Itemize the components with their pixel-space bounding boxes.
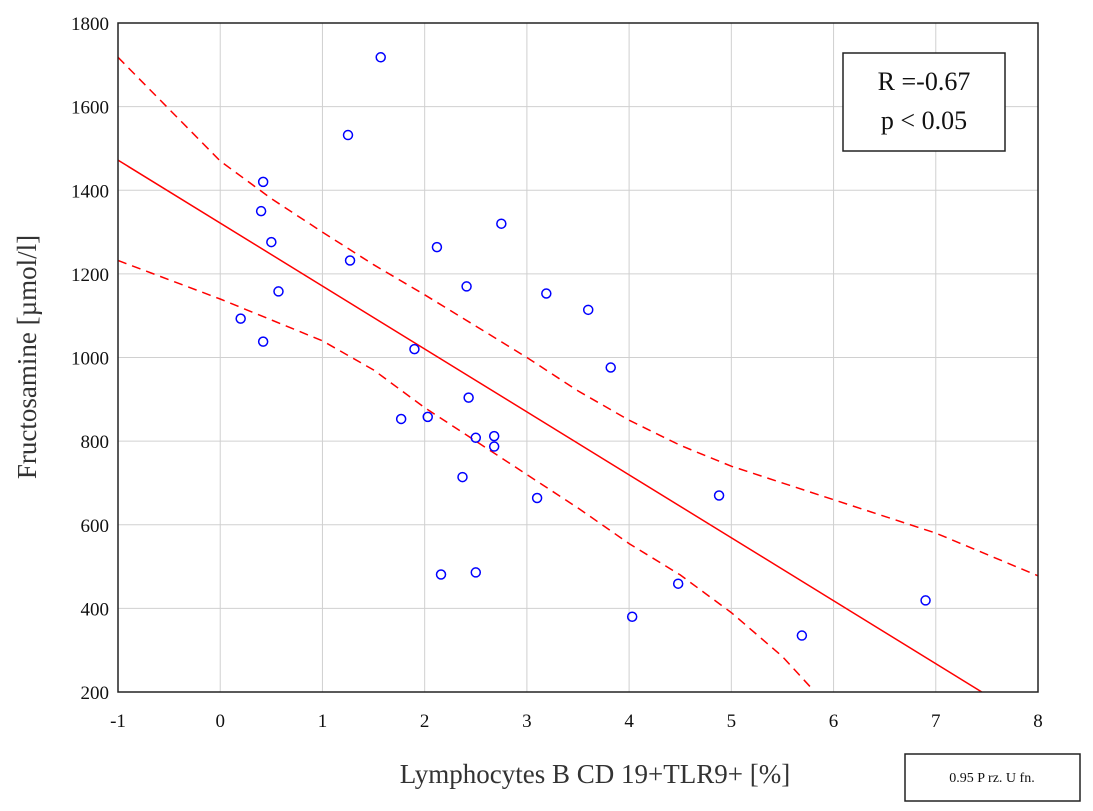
data-point: [626, 611, 638, 622]
y-tick-label: 800: [81, 432, 110, 453]
y-tick-label: 1400: [71, 181, 109, 202]
x-tick-label: 4: [624, 711, 634, 732]
data-point: [257, 336, 269, 347]
data-point: [488, 441, 500, 452]
x-tick-label: 3: [522, 711, 532, 732]
regression-fit: [118, 159, 983, 692]
data-point: [531, 492, 543, 504]
plot-frame: [117, 22, 1039, 693]
data-point: [235, 313, 246, 324]
r-value: R =-0.67: [878, 67, 971, 96]
legend-note: 0.95 P rz. U fn.: [949, 771, 1034, 786]
x-axis-title: Lymphocytes B CD 19+TLR9+ [%]: [400, 759, 790, 789]
x-tick-label: 7: [931, 711, 941, 732]
data-point: [470, 567, 482, 578]
y-tick-label: 1800: [71, 14, 109, 35]
data-point: [488, 430, 500, 442]
data-point: [463, 392, 474, 403]
data-point: [605, 362, 616, 373]
data-point: [255, 205, 267, 217]
lower-confidence-band: [118, 259, 814, 691]
x-tick-label: 0: [215, 711, 225, 732]
regression-line: [118, 159, 983, 692]
data-point: [257, 176, 269, 188]
data-point: [344, 255, 356, 266]
data-point: [435, 569, 447, 580]
data-points: [235, 52, 931, 641]
data-point: [266, 236, 277, 248]
data-point: [470, 432, 482, 444]
p-value: p < 0.05: [881, 106, 967, 135]
data-point: [582, 304, 594, 316]
y-tick-labels: 200 400 600 800 1000 1200 1400 1600 1800: [71, 14, 109, 704]
data-point: [431, 241, 443, 253]
x-tick-label: 1: [318, 711, 328, 732]
data-point: [672, 578, 684, 589]
x-tick-labels: -1 0 1 2 3 4 5 6 7 8: [110, 711, 1043, 732]
y-tick-label: 200: [81, 683, 110, 704]
data-point: [457, 471, 468, 483]
data-point: [342, 129, 354, 141]
x-tick-label: 5: [727, 711, 737, 732]
data-point: [541, 288, 552, 299]
data-point: [713, 490, 725, 501]
confidence-bands: [118, 56, 1038, 691]
data-point: [422, 411, 433, 423]
y-tick-label: 1200: [71, 265, 109, 286]
x-tick-label: 2: [420, 711, 430, 732]
y-axis-title: Fructosamine [µmol/l]: [12, 235, 42, 479]
data-point: [273, 286, 284, 297]
stats-box: R =-0.67 p < 0.05: [842, 52, 1006, 152]
data-point: [395, 413, 407, 425]
data-point: [496, 218, 507, 229]
y-tick-label: 1600: [71, 98, 109, 119]
data-point: [796, 630, 808, 641]
data-point: [461, 281, 472, 292]
legend-note-box: 0.95 P rz. U fn.: [904, 753, 1081, 802]
x-tick-label: -1: [110, 711, 126, 732]
data-point: [409, 343, 420, 355]
y-tick-label: 600: [81, 516, 110, 537]
data-point: [920, 595, 931, 606]
upper-confidence-band: [118, 56, 1038, 577]
y-tick-label: 1000: [71, 349, 109, 370]
x-tick-label: 8: [1033, 711, 1043, 732]
y-tick-label: 400: [81, 599, 110, 620]
x-tick-label: 6: [829, 711, 839, 732]
data-point: [375, 52, 386, 63]
